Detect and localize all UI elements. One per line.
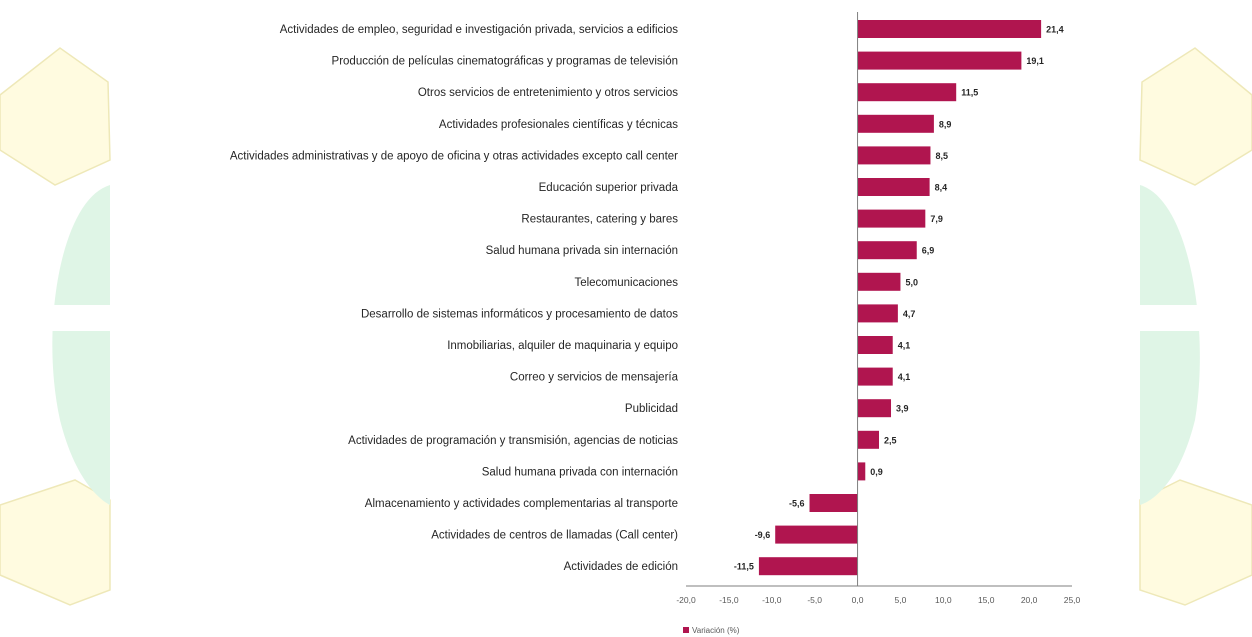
category-label: Almacenamiento y actividades complementa… [365,498,678,510]
category-label: Salud humana privada con internación [482,466,678,478]
legend-label: Variación (%) [692,626,740,635]
bar [857,367,893,386]
bar [857,146,931,165]
value-label: 6,9 [922,246,935,256]
value-label: 11,5 [961,88,978,98]
category-label: Desarrollo de sistemas informáticos y pr… [361,308,678,320]
bar [857,83,957,102]
value-labels-group: 21,4 19,1 11,5 8,9 8,5 8,4 7,9 6,9 5,0 4,7 4,1 4,1 3… [734,25,1064,572]
category-label: Actividades de programación y transmisió… [348,435,678,447]
x-tick-label: -15,0 [719,595,739,605]
x-tick-label: 10,0 [935,595,952,605]
x-tick-label: -10,0 [762,595,782,605]
value-label: 2,5 [884,435,897,445]
category-label: Telecomunicaciones [574,277,678,289]
value-label: -11,5 [734,562,754,572]
category-label: Actividades de edición [564,561,678,573]
x-tick-labels-group: -20,0 -15,0 -10,0 -5,0 0,0 5,0 10,0 15,0 20,0 25,… [676,595,1080,605]
category-label: Actividades de empleo, seguridad e inves… [280,24,678,36]
bar [809,494,858,512]
value-label: 0,9 [870,467,883,477]
bar [857,241,917,260]
value-label: 4,1 [898,341,911,351]
value-label: 8,5 [935,151,948,161]
category-label: Restaurantes, catering y bares [521,214,678,226]
value-label: 21,4 [1046,25,1064,35]
category-label: Actividades profesionales científicas y … [439,119,678,131]
bar [758,557,858,576]
bar [857,430,879,449]
value-label: 7,9 [930,214,943,224]
category-labels-group: Actividades de empleo, seguridad e inves… [230,24,679,573]
bar [857,20,1042,38]
x-tick-label: -20,0 [676,595,696,605]
category-label: Salud humana privada sin internación [486,245,678,257]
value-label: -5,6 [789,499,805,509]
value-label: 5,0 [905,277,918,287]
category-label: Inmobiliarias, alquiler de maquinaria y … [447,340,678,352]
bar [775,525,858,544]
bar [857,272,901,291]
bar [857,114,934,133]
category-label: Correo y servicios de mensajería [510,372,679,384]
value-label: 19,1 [1026,56,1044,66]
value-label: 8,4 [935,183,948,193]
bar [857,209,926,228]
bar [857,336,893,354]
x-tick-label: 25,0 [1064,595,1081,605]
x-tick-label: 5,0 [895,595,907,605]
x-tick-label: 20,0 [1021,595,1038,605]
bar [857,462,866,481]
bar [857,51,1022,70]
value-label: 4,7 [903,309,916,319]
value-label: 4,1 [898,372,911,382]
value-label: 8,9 [939,119,952,129]
x-tick-label: -5,0 [807,595,822,605]
category-label: Actividades administrativas y de apoyo d… [230,150,678,162]
legend: Variación (%) [683,626,740,635]
category-label: Educación superior privada [539,182,679,194]
bar [857,178,930,196]
category-label: Producción de películas cinematográficas… [332,56,678,68]
x-tick-label: 0,0 [852,595,864,605]
x-tick-label: 15,0 [978,595,995,605]
bar [857,399,892,418]
category-label: Publicidad [625,403,678,415]
category-label: Actividades de centros de llamadas (Call… [431,530,678,542]
value-label: -9,6 [755,530,771,540]
value-label: 3,9 [896,404,909,414]
bars-group [758,20,1042,576]
category-label: Otros servicios de entretenimiento y otr… [418,87,678,99]
legend-swatch [683,627,689,633]
bar [857,304,898,323]
